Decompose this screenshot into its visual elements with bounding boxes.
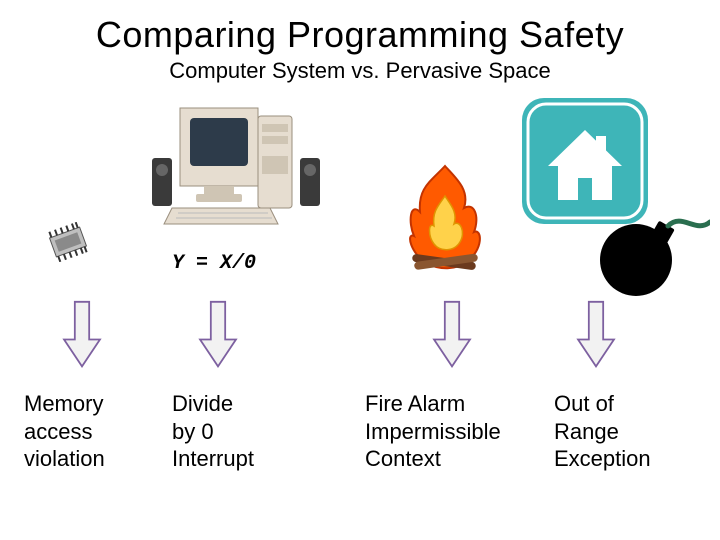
chip-icon — [40, 222, 96, 267]
label-line: Range — [554, 419, 619, 444]
labels-row: Memory access violation Divide by 0 Inte… — [0, 390, 720, 510]
formula-text: Y = X/0 — [172, 252, 256, 275]
down-arrow-icon — [576, 300, 616, 370]
fire-icon — [400, 162, 490, 277]
label-line: Memory — [24, 391, 103, 416]
label-line: Interrupt — [172, 446, 254, 471]
arrows-row — [0, 300, 720, 390]
label-line: Out of — [554, 391, 614, 416]
label-range: Out of Range Exception — [554, 390, 651, 473]
label-line: Context — [365, 446, 441, 471]
icon-row — [0, 92, 720, 262]
label-line: access — [24, 419, 92, 444]
bomb-icon — [590, 200, 710, 305]
down-arrow-icon — [432, 300, 472, 370]
page-title: Comparing Programming Safety — [0, 0, 720, 56]
computer-icon — [150, 98, 330, 233]
label-line: by 0 — [172, 419, 214, 444]
down-arrow-icon — [198, 300, 238, 370]
down-arrow-icon — [62, 300, 102, 370]
label-line: Impermissible — [365, 419, 501, 444]
label-divide: Divide by 0 Interrupt — [172, 390, 254, 473]
label-line: Fire Alarm — [365, 391, 465, 416]
label-line: Divide — [172, 391, 233, 416]
label-line: Exception — [554, 446, 651, 471]
label-fire: Fire Alarm Impermissible Context — [365, 390, 501, 473]
page-subtitle: Computer System vs. Pervasive Space — [0, 58, 720, 84]
label-memory: Memory access violation — [24, 390, 105, 473]
label-line: violation — [24, 446, 105, 471]
